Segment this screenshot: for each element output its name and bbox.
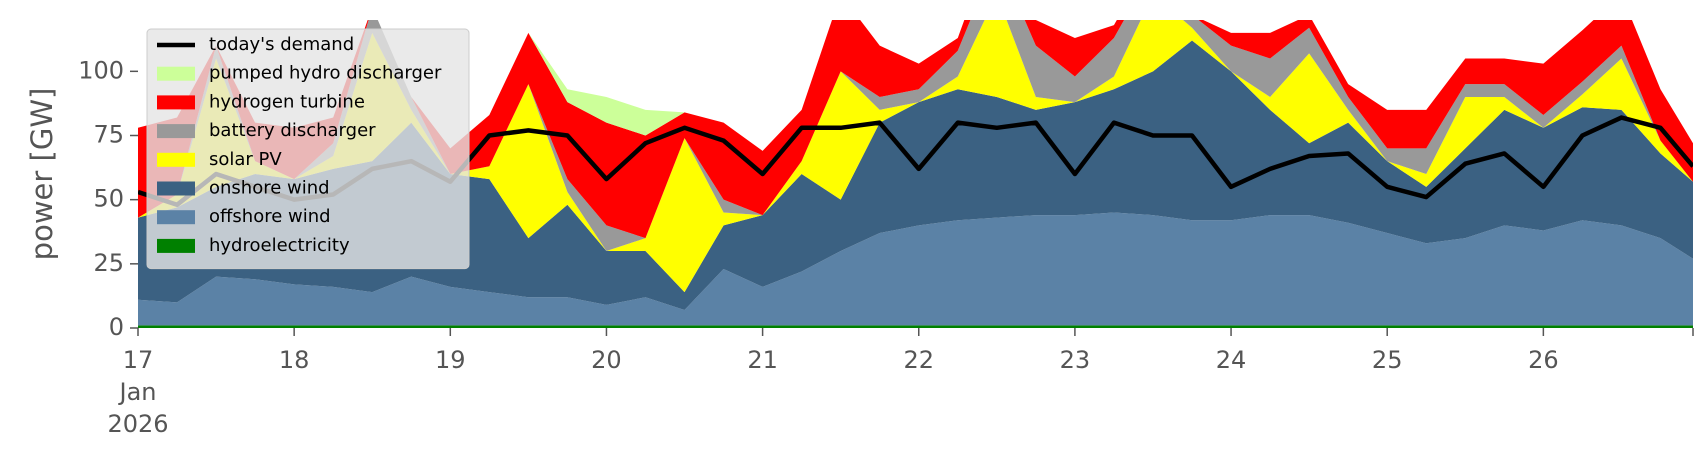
y-tick-label: 50	[93, 185, 124, 213]
y-tick-label: 100	[78, 56, 124, 84]
legend-swatch	[157, 181, 195, 196]
legend-label: today's demand	[209, 34, 354, 55]
area	[138, 20, 1693, 293]
legend-label: pumped hydro discharger	[209, 63, 442, 84]
x-tick-label: 19	[435, 346, 466, 374]
legend-label: battery discharger	[209, 120, 376, 141]
legend-label: hydroelectricity	[209, 235, 350, 256]
y-tick-label: 0	[109, 313, 124, 341]
x-tick-label: 20	[591, 346, 622, 374]
y-axis-label: power [GW]	[25, 88, 59, 261]
x-tick-label: 25	[1371, 346, 1403, 374]
x-tick-label: 17 Jan 2026	[107, 346, 169, 438]
legend-label: offshore wind	[209, 206, 331, 227]
legend-label: hydrogen turbine	[209, 91, 365, 112]
legend-swatch	[157, 152, 195, 167]
x-tick-label: 21	[747, 346, 778, 374]
x-tick-label: 22	[903, 346, 935, 374]
legend-swatch	[157, 238, 195, 253]
area	[138, 40, 1693, 311]
area	[138, 325, 1693, 328]
area	[138, 20, 1693, 239]
x-tick-label: 18	[278, 346, 310, 374]
legend-box	[146, 28, 470, 270]
legend-label: onshore wind	[209, 178, 330, 199]
legend-swatch	[157, 124, 195, 139]
y-tick-label: 25	[93, 249, 124, 277]
area	[138, 212, 1693, 326]
x-tick-label: 26	[1528, 346, 1559, 374]
x-tick-label: 24	[1215, 346, 1247, 374]
legend-swatch	[157, 95, 195, 110]
legend-swatch	[157, 210, 195, 225]
y-tick-label: 75	[93, 121, 124, 149]
legend-label: solar PV	[209, 149, 282, 170]
legend-swatch	[157, 66, 195, 81]
x-tick-label: 23	[1059, 346, 1091, 374]
